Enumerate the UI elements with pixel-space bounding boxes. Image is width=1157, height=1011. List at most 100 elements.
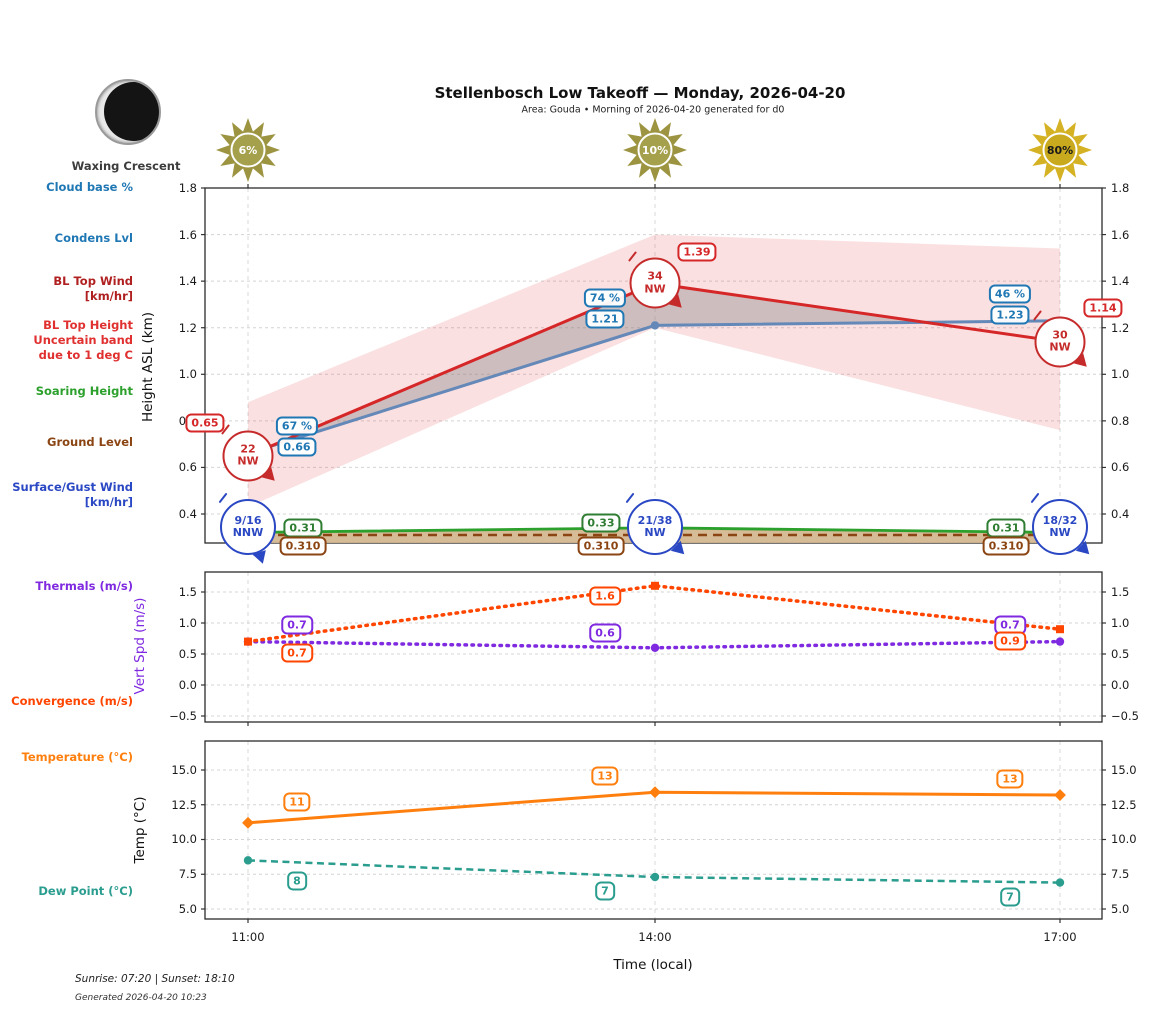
plot-frame — [204, 740, 1103, 920]
sun-icon: 6% — [216, 118, 280, 182]
temp-axis-label: Temp (°C) — [132, 796, 148, 864]
y-tick-label: 1.8 — [178, 181, 197, 195]
dew-point-marker — [650, 872, 660, 882]
y-tick-label: 12.5 — [1111, 797, 1137, 812]
sun-percent-label: 80% — [1047, 144, 1073, 157]
legend-bl-top-height-line3: due to 1 deg C — [38, 348, 133, 362]
y-tick-label: −0.5 — [169, 708, 197, 723]
temp-chart — [201, 740, 1106, 923]
legend-ground-level-text: Ground Level — [47, 435, 133, 449]
generated-label: Generated 2026-04-20 10:23 — [75, 993, 207, 1003]
wind-value: 9/16 — [234, 513, 262, 527]
legend-convergence: Convergence (m/s) — [11, 694, 133, 709]
y-tick-label: 1.6 — [1111, 227, 1130, 242]
soaring-label: 0.31 — [283, 518, 323, 538]
page-subtitle: Area: Gouda • Morning of 2026-04-20 gene… — [521, 104, 785, 116]
y-tick-label: 0.6 — [1111, 460, 1130, 475]
wind-value: NW — [644, 282, 666, 296]
ground-label: 0.310 — [577, 536, 625, 556]
bl-height-uncertainty-band — [248, 234, 1060, 508]
wind-value: NNW — [232, 526, 264, 539]
y-tick-label: 1.0 — [178, 367, 197, 382]
soaring-label: 0.33 — [581, 513, 621, 533]
y-tick-label: 1.8 — [1111, 181, 1130, 195]
legend-thermals: Thermals (m/s) — [35, 579, 133, 594]
legend-bl-top-wind-line1: BL Top Wind — [53, 274, 133, 288]
legend-condens-lvl: Condens Lvl — [55, 231, 133, 246]
dew-point-marker — [243, 856, 253, 865]
dew-point-marker — [1055, 878, 1065, 887]
y-tick-label: 0.0 — [178, 677, 197, 692]
condens-label: 1.23 — [990, 305, 1030, 325]
x-tick-label: 11:00 — [231, 930, 265, 944]
y-tick-label: 5.0 — [1111, 902, 1130, 916]
cloudbase-label: 46 % — [988, 284, 1032, 304]
y-tick-label: −0.5 — [1111, 708, 1139, 723]
ground-label: 0.310 — [279, 536, 327, 556]
wind-value: 34 — [647, 269, 663, 283]
plot-frame — [204, 571, 1103, 723]
temperature-marker — [242, 816, 254, 829]
bl-height-label: 0.65 — [185, 413, 225, 433]
convergence-label: 0.7 — [281, 643, 313, 663]
surface-wind-marker: 18/32 NW — [1030, 492, 1095, 560]
bl-height-label: 1.14 — [1083, 298, 1123, 318]
legend-bl-top-height: BL Top Height Uncertain band due to 1 de… — [33, 318, 133, 363]
legend-convergence-text: Convergence (m/s) — [11, 694, 133, 708]
page-title: Stellenbosch Low Takeoff — Monday, 2026-… — [434, 84, 846, 102]
legend-cloud-base-text: Cloud base % — [46, 180, 133, 194]
temperature-label: 11 — [283, 792, 311, 812]
convergence-line — [246, 584, 1062, 644]
vertspd-chart — [201, 571, 1106, 726]
legend-soaring-height-text: Soaring Height — [35, 384, 133, 398]
wind-value: NW — [237, 454, 259, 468]
legend-bl-top-height-line2: Uncertain band — [33, 333, 133, 347]
sun-icon: 10% — [623, 118, 687, 182]
y-tick-label: 0.5 — [1111, 646, 1130, 661]
wind-value: NW — [644, 526, 666, 539]
y-tick-label: 7.5 — [178, 867, 197, 882]
legend-surface-wind-line2: [km/hr] — [84, 495, 133, 509]
convergence-marker — [244, 637, 252, 646]
y-tick-label: 0.0 — [1111, 677, 1130, 692]
convergence-label: 0.9 — [994, 631, 1026, 651]
legend-bl-top-height-line1: BL Top Height — [43, 318, 133, 332]
y-tick-label: 1.4 — [1111, 274, 1130, 289]
temperature-label: 13 — [591, 766, 619, 786]
legend-bl-top-wind: BL Top Wind [km/hr] — [53, 274, 133, 304]
wind-value: 18/32 — [1042, 513, 1078, 527]
y-tick-label: 1.2 — [1111, 320, 1130, 335]
bl-wind-marker: 34 NW — [628, 251, 687, 314]
y-tick-label: 15.0 — [171, 762, 197, 777]
legend-soaring-height: Soaring Height — [36, 384, 133, 399]
thermals-label: 0.6 — [589, 623, 621, 643]
thermals-label: 0.7 — [281, 615, 313, 635]
cloudbase-label: 67 % — [275, 416, 319, 436]
y-tick-label: 1.6 — [178, 227, 197, 242]
dewpoint-label: 7 — [1000, 887, 1020, 907]
temperature-marker — [1054, 789, 1066, 801]
temperature-label: 13 — [996, 769, 1024, 789]
y-tick-label: 5.0 — [178, 902, 197, 916]
legend-dew-point: Dew Point (°C) — [38, 884, 133, 899]
legend-thermals-text: Thermals (m/s) — [35, 579, 133, 593]
legend-condens-lvl-text: Condens Lvl — [54, 231, 133, 245]
sun-percent-label: 10% — [642, 144, 668, 157]
wind-value: 22 — [240, 442, 256, 456]
convergence-marker — [651, 581, 659, 590]
convergence-label: 1.6 — [589, 586, 621, 606]
time-axis-label: Time (local) — [613, 957, 693, 973]
ground-label: 0.310 — [982, 536, 1030, 556]
y-tick-label: 12.5 — [171, 797, 197, 812]
bl-height-label: 1.39 — [677, 242, 717, 262]
y-tick-label: 7.5 — [1111, 867, 1130, 882]
y-tick-label: 10.0 — [171, 832, 197, 847]
sun-disc — [637, 132, 673, 168]
thermals-marker — [650, 643, 660, 652]
y-tick-label: 1.2 — [178, 320, 197, 335]
sunrise-sunset-label: Sunrise: 07:20 | Sunset: 18:10 — [75, 973, 235, 985]
sun-icon: 80% — [1028, 118, 1092, 182]
y-tick-label: 1.4 — [178, 274, 197, 289]
x-tick-label: 14:00 — [638, 930, 672, 944]
surface-wind-marker: 9/16 NNW — [218, 492, 276, 566]
